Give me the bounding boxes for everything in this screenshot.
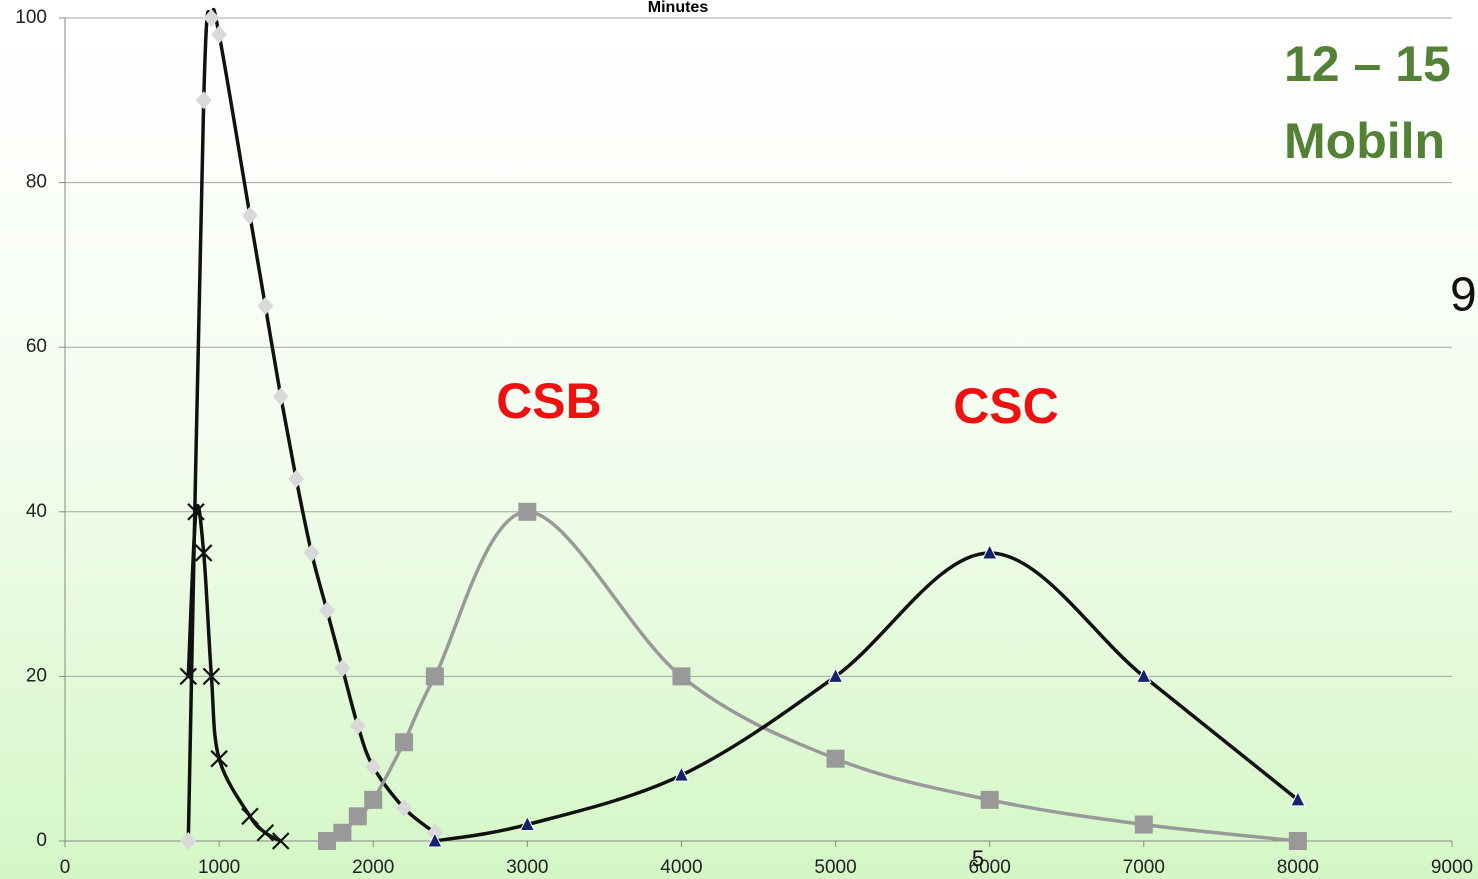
marker — [425, 667, 444, 686]
marker — [210, 749, 228, 768]
marker — [317, 832, 336, 850]
chart-title: Minutes — [648, 0, 709, 16]
marker — [256, 823, 275, 842]
marker — [981, 543, 998, 560]
marker — [211, 25, 228, 44]
annotation: CSC — [953, 378, 1059, 434]
y-tick-label: 100 — [15, 7, 47, 28]
marker — [202, 667, 221, 686]
marker — [1135, 667, 1152, 683]
marker — [257, 297, 274, 316]
x-tick-label: 8000 — [1277, 857, 1319, 878]
marker — [271, 832, 290, 850]
x-tick-label: 0 — [60, 857, 71, 878]
marker — [348, 807, 367, 826]
marker — [187, 503, 205, 521]
x-tick-label: 7000 — [1123, 857, 1165, 878]
annotation: 5 — [972, 846, 984, 871]
annotation: Mobiln — [1284, 113, 1445, 169]
marker — [241, 807, 259, 826]
marker — [288, 469, 305, 488]
marker — [1134, 815, 1153, 834]
marker — [334, 659, 351, 678]
marker — [195, 91, 212, 110]
annotation: 9 — [1450, 269, 1477, 322]
marker — [673, 766, 690, 782]
marker — [1288, 832, 1307, 850]
marker — [180, 832, 197, 850]
marker — [672, 667, 691, 686]
marker — [272, 387, 289, 406]
marker — [365, 757, 382, 776]
x-tick-label: 3000 — [506, 857, 548, 878]
marker — [827, 667, 844, 683]
marker — [179, 667, 198, 686]
marker — [519, 815, 536, 832]
x-tick-label: 5000 — [814, 857, 856, 878]
marker — [318, 601, 335, 620]
marker — [396, 799, 413, 818]
annotation: 12 – 15 — [1284, 36, 1451, 92]
marker — [427, 831, 443, 848]
marker — [826, 749, 845, 768]
marker — [1290, 790, 1306, 807]
marker — [518, 502, 537, 521]
marker — [349, 716, 366, 735]
y-tick-label: 40 — [26, 501, 47, 522]
y-tick-label: 60 — [26, 336, 47, 357]
marker — [303, 543, 320, 562]
y-tick-label: 80 — [26, 172, 47, 193]
marker — [395, 733, 414, 752]
x-tick-label: 1000 — [198, 857, 240, 878]
x-tick-label: 6000 — [969, 857, 1011, 878]
marker — [194, 544, 213, 562]
marker — [333, 823, 352, 842]
marker — [203, 9, 220, 27]
x-tick-label: 4000 — [660, 857, 702, 878]
marker — [364, 790, 383, 809]
y-tick-label: 20 — [26, 665, 47, 686]
x-tick-label: 9000 — [1431, 857, 1473, 878]
annotation: CSB — [496, 373, 602, 429]
marker — [980, 790, 999, 809]
marker — [241, 206, 258, 225]
x-tick-label: 2000 — [352, 857, 394, 878]
y-tick-label: 0 — [36, 830, 47, 851]
